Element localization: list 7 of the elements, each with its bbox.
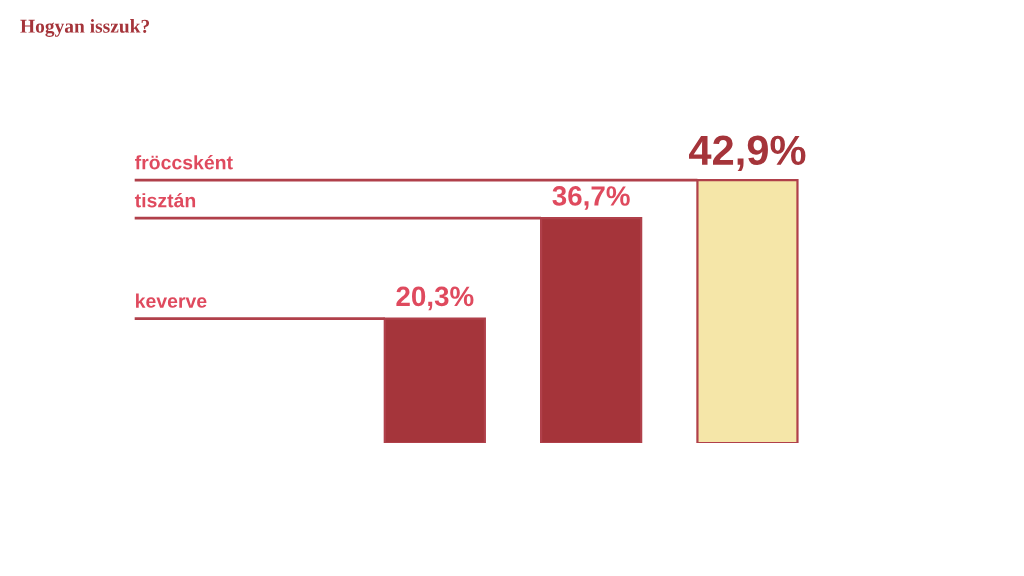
data-label: 42,9% — [689, 135, 806, 172]
text: Hogyan isszuk? — [20, 19, 150, 37]
data-label: 36,7% — [552, 186, 630, 210]
ref-line-label: tisztán — [134, 192, 196, 208]
ref-line-label: keverve — [136, 293, 207, 308]
data-label: 20,3% — [396, 286, 474, 311]
ref-line-label: fröccsként — [135, 154, 233, 170]
